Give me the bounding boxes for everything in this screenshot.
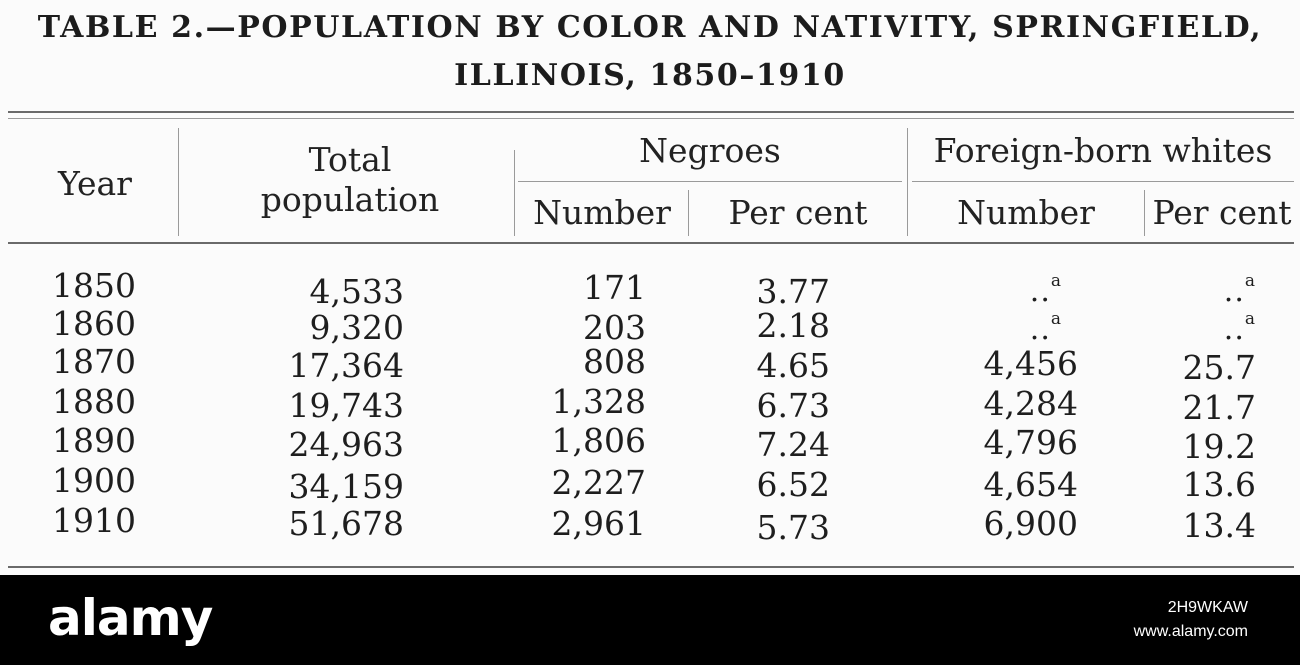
header-total-line-1: Total — [308, 140, 392, 179]
foreign-born-spanner-rule — [912, 181, 1294, 182]
header-divider-year — [178, 128, 179, 236]
row-fb-per-cent: ..a — [1150, 304, 1256, 349]
row-total: 9,320 — [309, 308, 404, 347]
row-fb-number: 4,796 — [983, 423, 1078, 462]
row-year: 1860 — [52, 304, 136, 343]
site-url: www.alamy.com — [1133, 623, 1248, 640]
row-negro-per-cent: 5.73 — [756, 508, 830, 547]
header-divider-negroes — [907, 128, 908, 236]
fb-per-cent-value: .. — [1223, 274, 1245, 309]
header-negro-number: Number — [533, 193, 671, 232]
row-fb-per-cent: 13.4 — [1182, 506, 1256, 545]
row-year: 1880 — [52, 382, 136, 421]
row-negro-per-cent: 6.73 — [756, 386, 830, 425]
footnote-marker: a — [1050, 271, 1062, 291]
header-foreign-born-whites: Foreign-born whites — [933, 131, 1273, 170]
table-title-line-1: TABLE 2.—POPULATION BY COLOR AND NATIVIT… — [37, 10, 1263, 45]
row-fb-number: 4,456 — [983, 344, 1078, 383]
document-page: TABLE 2.—POPULATION BY COLOR AND NATIVIT… — [8, 10, 1294, 568]
row-total: 19,743 — [288, 386, 404, 425]
row-negro-number: 1,328 — [551, 382, 646, 421]
header-negro-per-cent: Per cent — [728, 193, 868, 232]
row-fb-number: ..a — [930, 266, 1062, 311]
row-negro-number: 171 — [583, 268, 646, 307]
row-negro-number: 2,227 — [551, 463, 646, 502]
row-total: 17,364 — [288, 346, 404, 385]
row-negro-per-cent: 3.77 — [756, 272, 830, 311]
row-negro-number: 808 — [583, 342, 646, 381]
fb-number-value: .. — [1029, 274, 1051, 309]
row-negro-per-cent: 7.24 — [756, 425, 830, 464]
row-total: 34,159 — [288, 467, 404, 506]
row-negro-number: 1,806 — [551, 421, 646, 460]
row-fb-per-cent: ..a — [1150, 266, 1256, 311]
header-fb-per-cent: Per cent — [1152, 193, 1292, 232]
row-fb-per-cent: 25.7 — [1182, 348, 1256, 387]
row-year: 1890 — [52, 421, 136, 460]
header-bottom-rule — [8, 242, 1294, 244]
header-total-line-2: population — [260, 180, 440, 219]
row-negro-number: 2,961 — [551, 504, 646, 543]
header-negroes: Negroes — [639, 131, 781, 170]
negroes-spanner-rule — [518, 181, 902, 182]
row-fb-per-cent: 21.7 — [1182, 388, 1256, 427]
row-total: 24,963 — [288, 425, 404, 464]
header-divider-negro-sub — [688, 190, 689, 236]
row-fb-per-cent: 13.6 — [1182, 465, 1256, 504]
row-fb-number: 6,900 — [983, 504, 1078, 543]
row-fb-per-cent: 19.2 — [1182, 427, 1256, 466]
row-year: 1870 — [52, 342, 136, 381]
top-rule-thin — [8, 118, 1294, 119]
row-year: 1900 — [52, 461, 136, 500]
row-year: 1910 — [52, 501, 136, 540]
row-year: 1850 — [52, 266, 136, 305]
row-negro-per-cent: 6.52 — [756, 465, 830, 504]
fb-per-cent-value: .. — [1223, 312, 1245, 347]
image-id: 2H9WKAW — [1167, 599, 1248, 616]
watermark-band: alamy 2H9WKAW www.alamy.com — [0, 575, 1300, 665]
table-title-line-2: ILLINOIS, 1850–1910 — [454, 58, 846, 93]
row-fb-number: ..a — [930, 304, 1062, 349]
footnote-marker: a — [1244, 309, 1256, 329]
fb-number-value: .. — [1029, 312, 1051, 347]
header-fb-number: Number — [957, 193, 1095, 232]
row-fb-number: 4,654 — [983, 465, 1078, 504]
row-fb-number: 4,284 — [983, 384, 1078, 423]
header-divider-fb-sub — [1144, 190, 1145, 236]
top-rule — [8, 111, 1294, 113]
row-total: 4,533 — [309, 272, 404, 311]
table-bottom-rule — [8, 566, 1294, 568]
header-year: Year — [58, 164, 132, 203]
alamy-logo: alamy — [48, 589, 213, 647]
header-divider-total — [514, 150, 515, 236]
row-negro-number: 203 — [583, 308, 646, 347]
row-negro-per-cent: 4.65 — [756, 346, 830, 385]
row-negro-per-cent: 2.18 — [756, 306, 830, 345]
footnote-marker: a — [1050, 309, 1062, 329]
row-total: 51,678 — [288, 504, 404, 543]
footnote-marker: a — [1244, 271, 1256, 291]
